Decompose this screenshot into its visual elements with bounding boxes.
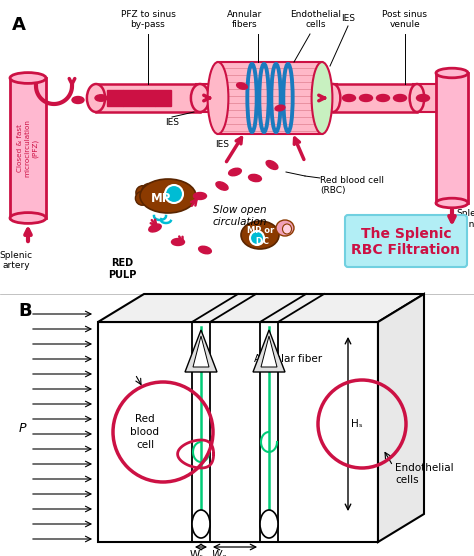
Ellipse shape xyxy=(393,95,407,102)
Ellipse shape xyxy=(410,84,424,112)
Ellipse shape xyxy=(417,95,429,102)
Polygon shape xyxy=(253,330,285,372)
Ellipse shape xyxy=(208,62,228,134)
Ellipse shape xyxy=(191,84,209,112)
Ellipse shape xyxy=(248,175,262,182)
Ellipse shape xyxy=(140,179,196,213)
Bar xyxy=(107,90,123,106)
Text: Hₛ: Hₛ xyxy=(351,419,363,429)
Ellipse shape xyxy=(275,105,285,111)
Ellipse shape xyxy=(199,246,211,254)
Text: Slow open
circulation: Slow open circulation xyxy=(213,205,267,227)
Text: Closed & fast
microcirculation
(PFZ): Closed & fast microcirculation (PFZ) xyxy=(17,119,39,177)
Text: IES: IES xyxy=(165,118,179,127)
Bar xyxy=(333,84,417,112)
Text: P: P xyxy=(18,423,26,435)
Text: RBC Filtration: RBC Filtration xyxy=(352,243,461,257)
Text: Wₛ: Wₛ xyxy=(190,550,204,556)
Text: Splenic
artery: Splenic artery xyxy=(0,251,33,270)
Ellipse shape xyxy=(193,192,207,200)
Ellipse shape xyxy=(311,62,332,134)
Polygon shape xyxy=(98,294,424,322)
Bar xyxy=(123,90,139,106)
Text: A: A xyxy=(12,16,26,34)
Text: MP: MP xyxy=(151,191,171,205)
Ellipse shape xyxy=(376,95,390,102)
Ellipse shape xyxy=(436,198,468,208)
Ellipse shape xyxy=(260,510,278,538)
Text: Endothelial
cells: Endothelial cells xyxy=(395,463,454,485)
Bar xyxy=(10,78,46,218)
Circle shape xyxy=(136,186,150,200)
Text: The Splenic: The Splenic xyxy=(361,227,451,241)
Text: Red
blood
cell: Red blood cell xyxy=(130,414,159,450)
Ellipse shape xyxy=(359,95,373,102)
Ellipse shape xyxy=(87,84,105,112)
Polygon shape xyxy=(378,294,424,542)
Ellipse shape xyxy=(241,221,279,249)
Ellipse shape xyxy=(266,161,278,170)
Ellipse shape xyxy=(172,239,184,246)
Text: B: B xyxy=(18,302,32,320)
Text: Wₑ: Wₑ xyxy=(212,550,226,556)
Ellipse shape xyxy=(436,68,468,78)
Bar xyxy=(436,73,468,203)
Ellipse shape xyxy=(72,97,84,103)
Text: PFZ to sinus
by-pass: PFZ to sinus by-pass xyxy=(120,10,175,29)
Text: Annular
fibers: Annular fibers xyxy=(228,10,263,29)
Polygon shape xyxy=(185,330,217,372)
Circle shape xyxy=(250,231,264,245)
Ellipse shape xyxy=(343,95,356,102)
Ellipse shape xyxy=(237,83,247,89)
Bar xyxy=(155,90,171,106)
Ellipse shape xyxy=(276,220,294,236)
Ellipse shape xyxy=(10,73,46,83)
Ellipse shape xyxy=(192,510,210,538)
Text: IES: IES xyxy=(215,140,229,149)
Text: IES: IES xyxy=(341,14,355,23)
Bar xyxy=(196,84,222,112)
Text: Endothelial
cells: Endothelial cells xyxy=(291,10,341,29)
Bar xyxy=(96,84,200,112)
FancyBboxPatch shape xyxy=(345,215,467,267)
Bar xyxy=(413,84,440,112)
Bar xyxy=(98,322,378,542)
Polygon shape xyxy=(261,336,277,367)
Ellipse shape xyxy=(95,95,107,101)
Polygon shape xyxy=(193,336,209,367)
Text: RED
PULP: RED PULP xyxy=(108,258,136,280)
Circle shape xyxy=(136,191,149,205)
Bar xyxy=(318,84,337,112)
Ellipse shape xyxy=(283,224,292,234)
Circle shape xyxy=(165,185,183,203)
Circle shape xyxy=(142,183,156,197)
Text: Post sinus
venule: Post sinus venule xyxy=(383,10,428,29)
Text: Red blood cell
(RBC): Red blood cell (RBC) xyxy=(320,176,384,195)
Bar xyxy=(139,90,155,106)
Text: Splenic
vein: Splenic vein xyxy=(456,209,474,229)
Ellipse shape xyxy=(149,224,161,232)
Ellipse shape xyxy=(228,168,241,176)
Bar xyxy=(218,62,322,134)
Ellipse shape xyxy=(10,212,46,224)
Ellipse shape xyxy=(216,182,228,190)
Ellipse shape xyxy=(326,84,340,112)
Text: Annular fiber: Annular fiber xyxy=(254,354,322,364)
Text: MP or
 DC: MP or DC xyxy=(247,226,274,246)
